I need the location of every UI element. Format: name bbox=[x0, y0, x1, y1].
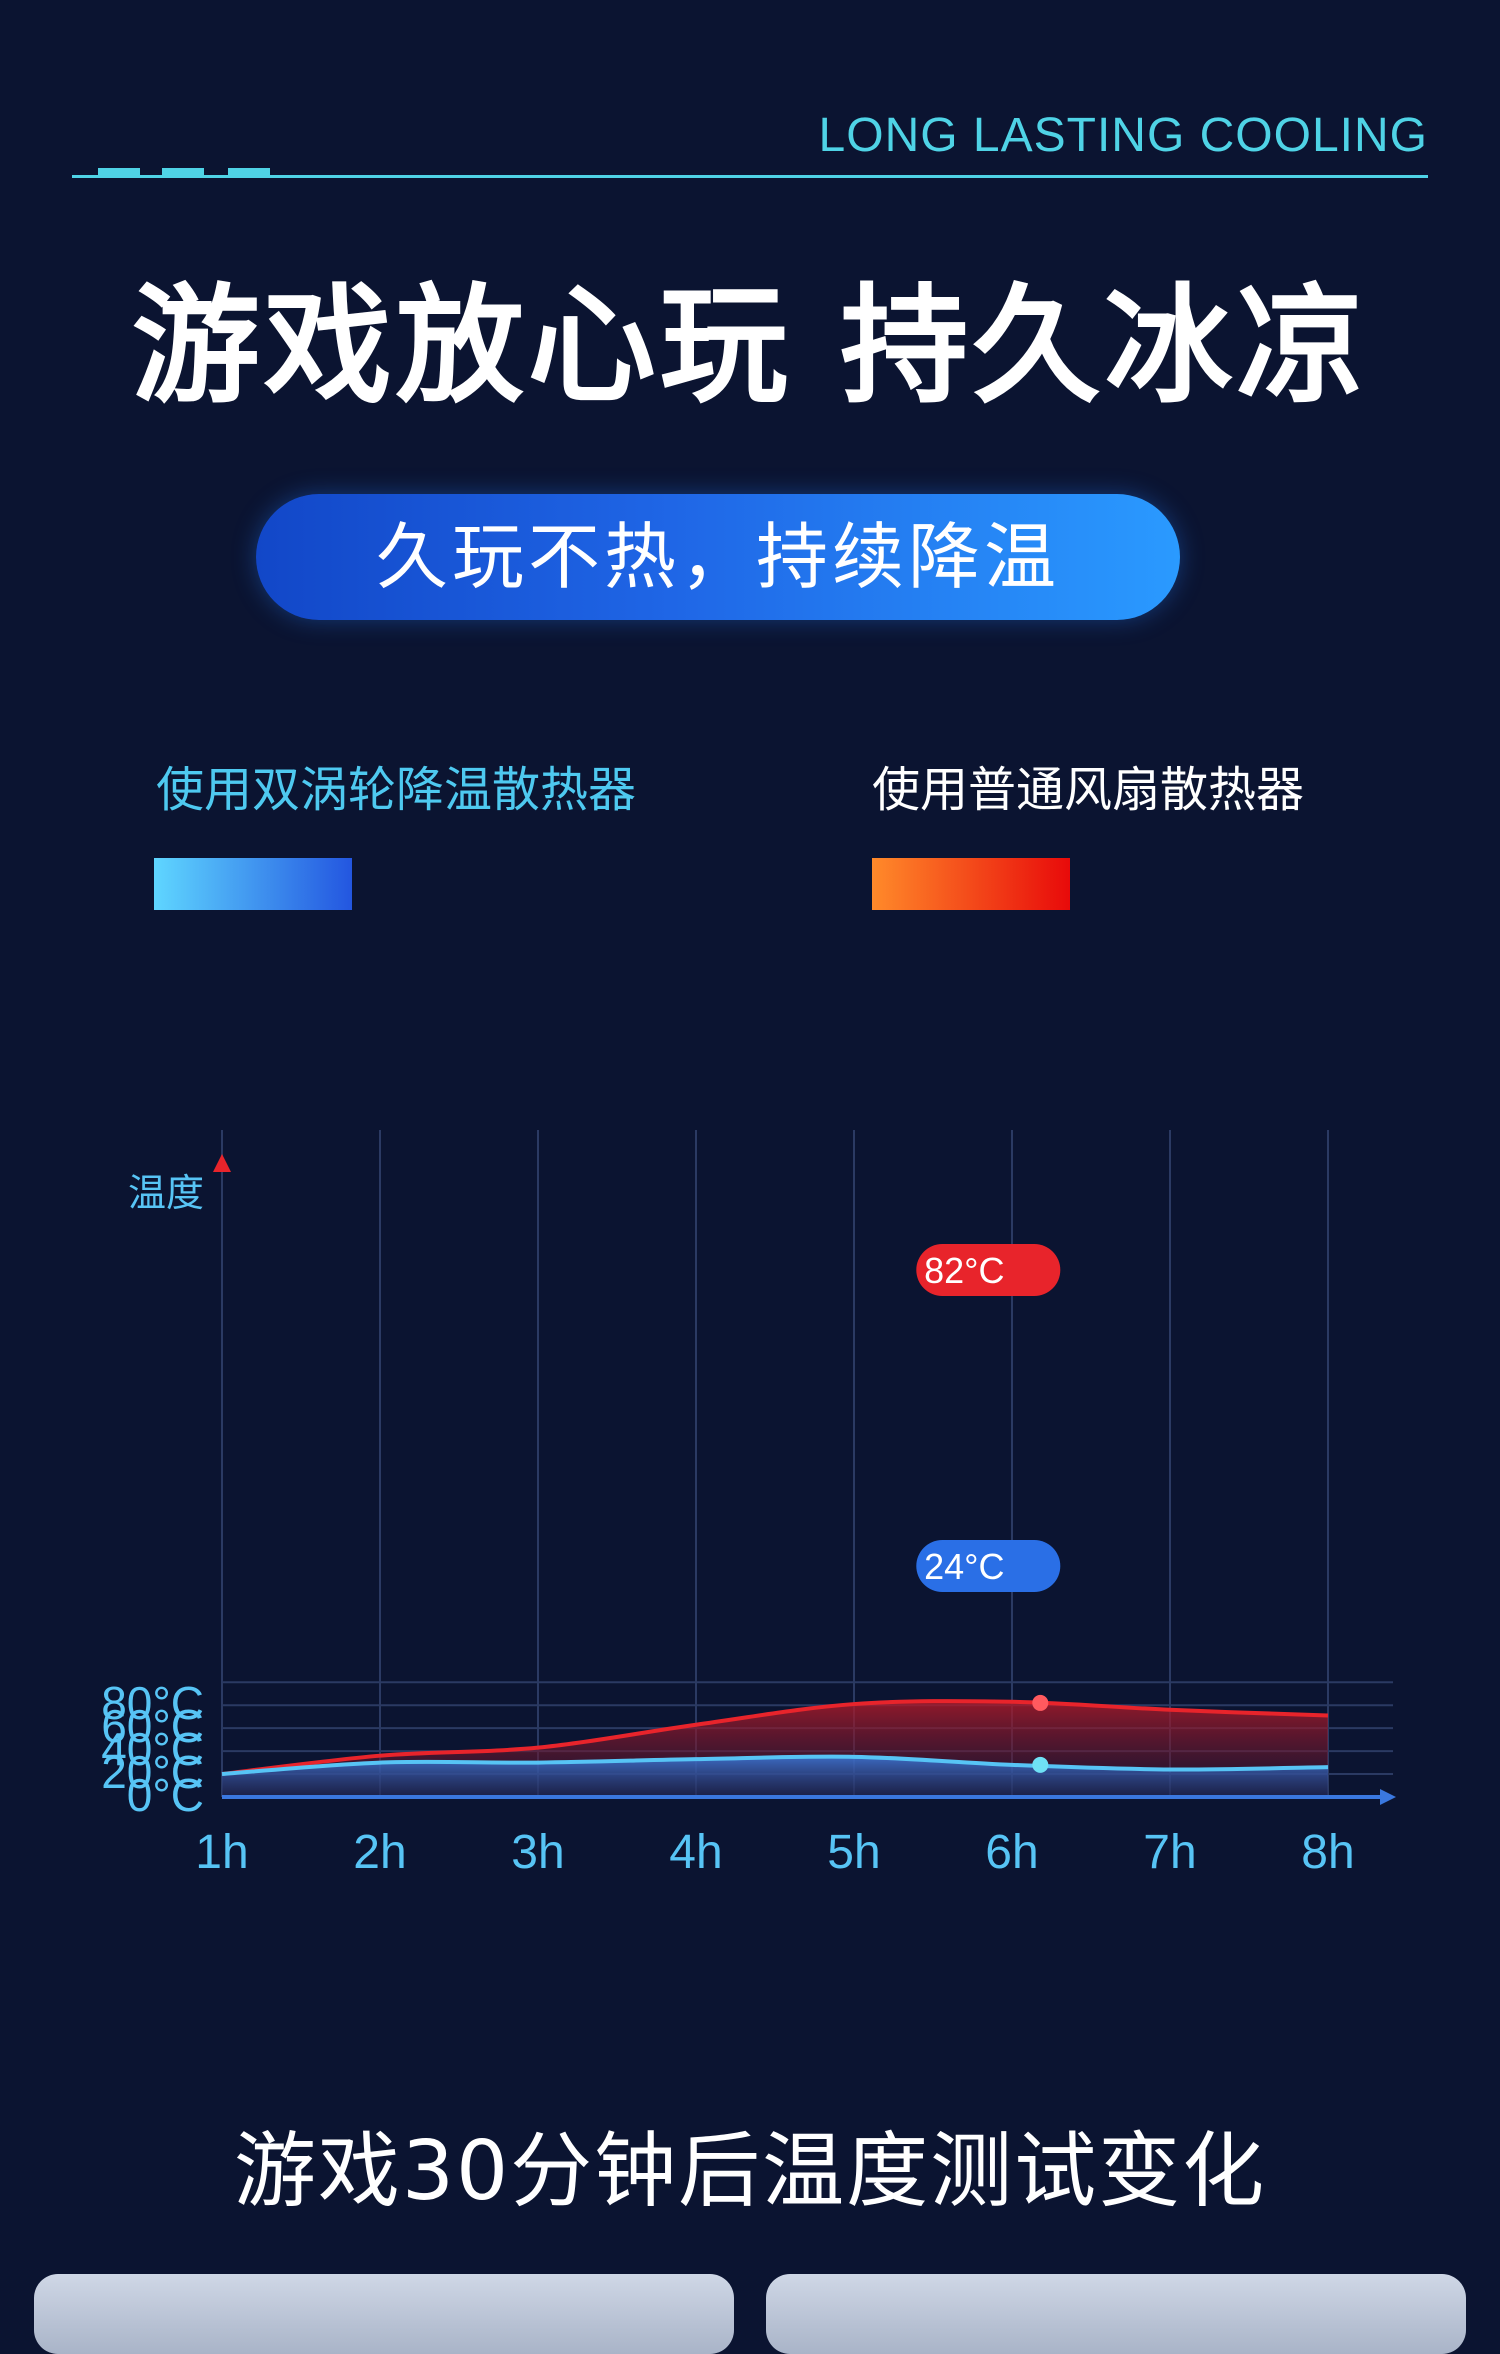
x-tick-label: 5h bbox=[827, 1826, 880, 1879]
annotation-label: 24°C bbox=[924, 1546, 1004, 1587]
product-card bbox=[766, 2274, 1466, 2354]
annotation-dot bbox=[1032, 1695, 1048, 1711]
annotation-dot bbox=[1032, 1757, 1048, 1773]
legend-label-turbo: 使用双涡轮降温散热器 bbox=[156, 750, 636, 820]
x-axis-arrow bbox=[1380, 1789, 1396, 1805]
y-axis-arrow bbox=[213, 1154, 231, 1172]
x-tick-label: 8h bbox=[1301, 1826, 1354, 1879]
y-tick-label: 80°C bbox=[101, 1677, 204, 1729]
header-divider bbox=[72, 175, 1428, 178]
y-axis-title: 温度 bbox=[128, 1171, 204, 1215]
product-card bbox=[34, 2274, 734, 2354]
tagline-pill: 久玩不热，持续降温 bbox=[256, 494, 1180, 620]
x-tick-label: 7h bbox=[1143, 1826, 1196, 1879]
annotation-label: 82°C bbox=[924, 1250, 1004, 1291]
legend-swatch-turbo bbox=[154, 858, 352, 910]
x-tick-label: 3h bbox=[511, 1826, 564, 1879]
legend-label-fan: 使用普通风扇散热器 bbox=[872, 750, 1304, 820]
x-tick-label: 4h bbox=[669, 1826, 722, 1879]
x-tick-label: 1h bbox=[195, 1826, 248, 1879]
page-headline: 游戏放心玩 持久冰凉 bbox=[0, 242, 1500, 427]
x-tick-label: 2h bbox=[353, 1826, 406, 1879]
eyebrow-text: LONG LASTING COOLING bbox=[819, 108, 1428, 163]
chart-caption: 游戏30分钟后温度测试变化 bbox=[0, 2104, 1500, 2223]
x-tick-label: 6h bbox=[985, 1826, 1038, 1879]
legend-swatch-fan bbox=[872, 858, 1070, 910]
